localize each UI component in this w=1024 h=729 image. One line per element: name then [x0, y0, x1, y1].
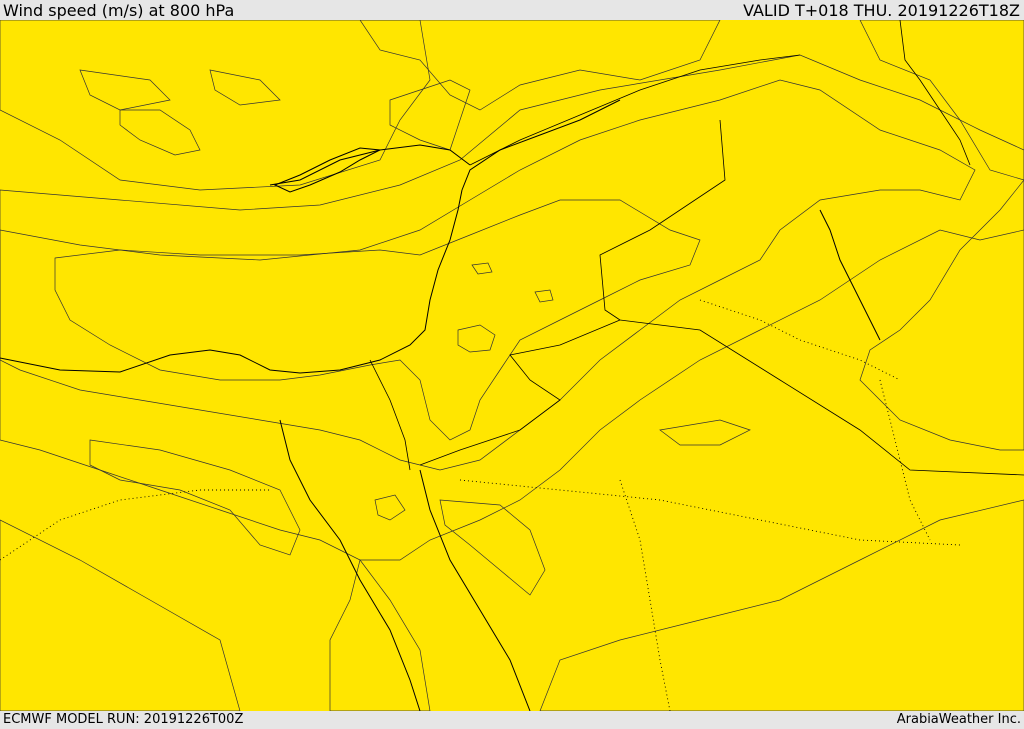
deep-orange-spot-2 — [534, 289, 554, 303]
light-orange-lobe-hejaz — [439, 499, 546, 596]
map-title: Wind speed (m/s) at 800 hPa — [3, 1, 235, 20]
calm-white-crete — [119, 109, 201, 156]
peach-caucasus — [859, 20, 1024, 181]
calm-white-anatolia — [389, 79, 471, 151]
peach-anatolia — [359, 20, 721, 111]
light-orange-lobe-iraq — [659, 419, 751, 446]
valid-time: VALID T+018 THU. 20191226T18Z — [743, 1, 1020, 20]
border-egypt-israel — [369, 359, 411, 471]
deep-orange-spot-3 — [471, 262, 493, 275]
coastline-cyprus — [273, 147, 382, 193]
bright-yellow-southeast — [539, 499, 1024, 711]
border-syria-iraq — [599, 119, 726, 321]
peach-aegean-2 — [209, 69, 281, 106]
bright-yellow-arabia — [859, 179, 1024, 451]
coastline-red-sea-east — [419, 469, 531, 711]
light-orange-lobe-egypt — [89, 439, 301, 556]
coastline-levant-north — [461, 99, 621, 191]
border-iran — [899, 20, 971, 166]
border-turkey-syria — [469, 54, 801, 166]
coastline-red-sea-west — [279, 419, 421, 711]
coastline-mediterranean-south — [0, 189, 463, 374]
bright-yellow-gulf — [329, 559, 431, 711]
wind-speed-map — [0, 20, 1024, 711]
bright-yellow-north — [0, 20, 431, 191]
background-fill — [0, 20, 1024, 711]
boundary-egypt-sudan — [0, 489, 270, 561]
deep-orange-jordan — [457, 324, 496, 353]
model-run-label: ECMWF MODEL RUN: 20191226T00Z — [3, 712, 244, 727]
light-orange-belt — [0, 79, 976, 471]
map-header: Wind speed (m/s) at 800 hPa VALID T+018 … — [0, 0, 1024, 20]
border-iraq-saudi — [619, 319, 1024, 476]
map-footer: ECMWF MODEL RUN: 20191226T00Z ArabiaWeat… — [0, 711, 1024, 729]
credit-label: ArabiaWeather Inc. — [896, 712, 1021, 727]
boundary-arabia-internal-2 — [619, 479, 671, 711]
calm-white-gulf — [374, 494, 406, 521]
map-canvas — [0, 20, 1024, 711]
border-jordan-saudi — [419, 319, 621, 466]
bright-yellow-southwest — [0, 519, 241, 711]
peach-aegean — [79, 69, 171, 111]
coastline-gulf — [819, 209, 881, 341]
orange-core — [54, 199, 701, 441]
orange-yellow-belt — [0, 54, 1024, 561]
